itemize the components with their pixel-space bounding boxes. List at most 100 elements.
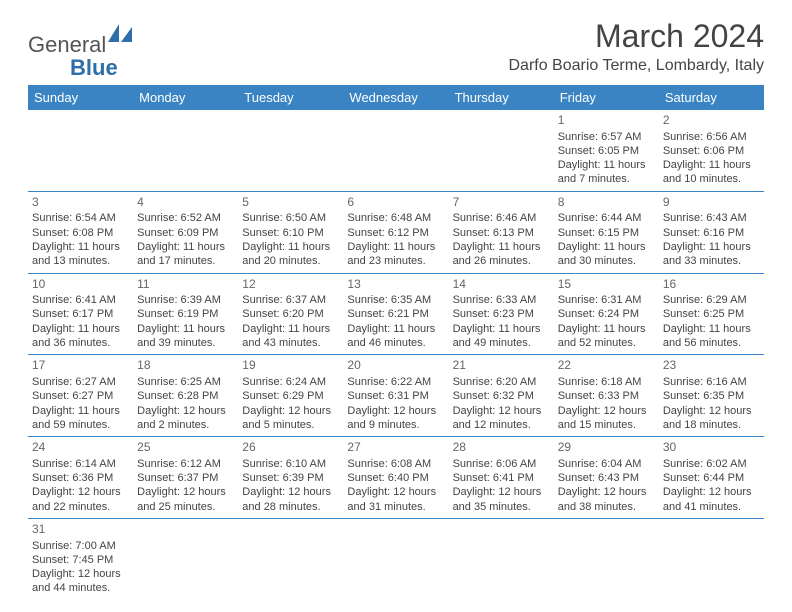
sunrise-text: Sunrise: 6:08 AM — [347, 457, 444, 471]
day-number: 20 — [347, 358, 444, 374]
calendar-row: 17Sunrise: 6:27 AMSunset: 6:27 PMDayligh… — [28, 355, 764, 437]
daylight-text: and 43 minutes. — [242, 336, 339, 350]
daylight-text: and 9 minutes. — [347, 418, 444, 432]
calendar-cell: 24Sunrise: 6:14 AMSunset: 6:36 PMDayligh… — [28, 437, 133, 519]
daylight-text: and 7 minutes. — [558, 172, 655, 186]
calendar-cell: 28Sunrise: 6:06 AMSunset: 6:41 PMDayligh… — [449, 437, 554, 519]
daylight-text: and 28 minutes. — [242, 500, 339, 514]
daylight-text: Daylight: 12 hours — [137, 404, 234, 418]
calendar-cell — [343, 518, 448, 599]
page-header: General Blue March 2024 Darfo Boario Ter… — [28, 18, 764, 81]
daylight-text: Daylight: 11 hours — [663, 158, 760, 172]
sunset-text: Sunset: 6:06 PM — [663, 144, 760, 158]
sunset-text: Sunset: 6:39 PM — [242, 471, 339, 485]
daylight-text: and 2 minutes. — [137, 418, 234, 432]
sunrise-text: Sunrise: 6:41 AM — [32, 293, 129, 307]
calendar-body: 1Sunrise: 6:57 AMSunset: 6:05 PMDaylight… — [28, 110, 764, 600]
day-number: 8 — [558, 195, 655, 211]
sunrise-text: Sunrise: 6:57 AM — [558, 130, 655, 144]
daylight-text: Daylight: 11 hours — [558, 158, 655, 172]
day-number: 1 — [558, 113, 655, 129]
sunrise-text: Sunrise: 6:20 AM — [453, 375, 550, 389]
daylight-text: Daylight: 11 hours — [558, 322, 655, 336]
daylight-text: Daylight: 12 hours — [558, 404, 655, 418]
calendar-cell — [449, 110, 554, 191]
calendar-cell: 4Sunrise: 6:52 AMSunset: 6:09 PMDaylight… — [133, 191, 238, 273]
daylight-text: and 5 minutes. — [242, 418, 339, 432]
calendar-row: 3Sunrise: 6:54 AMSunset: 6:08 PMDaylight… — [28, 191, 764, 273]
sunset-text: Sunset: 6:20 PM — [242, 307, 339, 321]
sunrise-text: Sunrise: 6:39 AM — [137, 293, 234, 307]
sunrise-text: Sunrise: 6:44 AM — [558, 211, 655, 225]
sunset-text: Sunset: 6:31 PM — [347, 389, 444, 403]
calendar-cell — [659, 518, 764, 599]
daylight-text: Daylight: 11 hours — [347, 322, 444, 336]
calendar-cell: 23Sunrise: 6:16 AMSunset: 6:35 PMDayligh… — [659, 355, 764, 437]
daylight-text: and 52 minutes. — [558, 336, 655, 350]
sunset-text: Sunset: 6:29 PM — [242, 389, 339, 403]
sunrise-text: Sunrise: 6:37 AM — [242, 293, 339, 307]
sunset-text: Sunset: 6:25 PM — [663, 307, 760, 321]
daylight-text: Daylight: 11 hours — [137, 240, 234, 254]
logo: General Blue — [28, 24, 134, 80]
sunrise-text: Sunrise: 6:31 AM — [558, 293, 655, 307]
daylight-text: Daylight: 12 hours — [558, 485, 655, 499]
daylight-text: Daylight: 12 hours — [663, 404, 760, 418]
calendar-page: General Blue March 2024 Darfo Boario Ter… — [0, 0, 792, 600]
day-number: 27 — [347, 440, 444, 456]
title-block: March 2024 Darfo Boario Terme, Lombardy,… — [508, 18, 764, 81]
sunrise-text: Sunrise: 6:27 AM — [32, 375, 129, 389]
calendar-cell: 9Sunrise: 6:43 AMSunset: 6:16 PMDaylight… — [659, 191, 764, 273]
sunset-text: Sunset: 6:43 PM — [558, 471, 655, 485]
daylight-text: Daylight: 11 hours — [32, 240, 129, 254]
daylight-text: and 30 minutes. — [558, 254, 655, 268]
dayheader-thu: Thursday — [449, 85, 554, 110]
sunset-text: Sunset: 6:10 PM — [242, 226, 339, 240]
sunrise-text: Sunrise: 6:54 AM — [32, 211, 129, 225]
dayheader-tue: Tuesday — [238, 85, 343, 110]
daylight-text: and 20 minutes. — [242, 254, 339, 268]
day-number: 18 — [137, 358, 234, 374]
sunrise-text: Sunrise: 6:22 AM — [347, 375, 444, 389]
location-text: Darfo Boario Terme, Lombardy, Italy — [508, 57, 764, 75]
sunrise-text: Sunrise: 6:52 AM — [137, 211, 234, 225]
daylight-text: and 59 minutes. — [32, 418, 129, 432]
daylight-text: and 26 minutes. — [453, 254, 550, 268]
month-title: March 2024 — [508, 18, 764, 55]
daylight-text: and 39 minutes. — [137, 336, 234, 350]
daylight-text: Daylight: 11 hours — [663, 322, 760, 336]
sunset-text: Sunset: 6:09 PM — [137, 226, 234, 240]
day-number: 22 — [558, 358, 655, 374]
day-number: 6 — [347, 195, 444, 211]
calendar-cell: 31Sunrise: 7:00 AMSunset: 7:45 PMDayligh… — [28, 518, 133, 599]
daylight-text: and 46 minutes. — [347, 336, 444, 350]
calendar-row: 24Sunrise: 6:14 AMSunset: 6:36 PMDayligh… — [28, 437, 764, 519]
daylight-text: and 44 minutes. — [32, 581, 129, 595]
calendar-cell: 20Sunrise: 6:22 AMSunset: 6:31 PMDayligh… — [343, 355, 448, 437]
sunrise-text: Sunrise: 6:06 AM — [453, 457, 550, 471]
day-number: 7 — [453, 195, 550, 211]
calendar-cell: 8Sunrise: 6:44 AMSunset: 6:15 PMDaylight… — [554, 191, 659, 273]
calendar-cell: 26Sunrise: 6:10 AMSunset: 6:39 PMDayligh… — [238, 437, 343, 519]
day-number: 15 — [558, 277, 655, 293]
calendar-cell: 29Sunrise: 6:04 AMSunset: 6:43 PMDayligh… — [554, 437, 659, 519]
calendar-cell: 5Sunrise: 6:50 AMSunset: 6:10 PMDaylight… — [238, 191, 343, 273]
sunset-text: Sunset: 6:23 PM — [453, 307, 550, 321]
calendar-cell: 30Sunrise: 6:02 AMSunset: 6:44 PMDayligh… — [659, 437, 764, 519]
calendar-cell: 6Sunrise: 6:48 AMSunset: 6:12 PMDaylight… — [343, 191, 448, 273]
day-number: 10 — [32, 277, 129, 293]
daylight-text: Daylight: 11 hours — [32, 404, 129, 418]
sunset-text: Sunset: 6:44 PM — [663, 471, 760, 485]
day-number: 19 — [242, 358, 339, 374]
calendar-cell: 2Sunrise: 6:56 AMSunset: 6:06 PMDaylight… — [659, 110, 764, 191]
dayheader-sun: Sunday — [28, 85, 133, 110]
calendar-cell — [28, 110, 133, 191]
sunrise-text: Sunrise: 6:10 AM — [242, 457, 339, 471]
calendar-head: Sunday Monday Tuesday Wednesday Thursday… — [28, 85, 764, 110]
sunset-text: Sunset: 6:13 PM — [453, 226, 550, 240]
day-number: 9 — [663, 195, 760, 211]
daylight-text: Daylight: 11 hours — [242, 240, 339, 254]
dayheader-sat: Saturday — [659, 85, 764, 110]
sunrise-text: Sunrise: 6:14 AM — [32, 457, 129, 471]
daylight-text: and 25 minutes. — [137, 500, 234, 514]
